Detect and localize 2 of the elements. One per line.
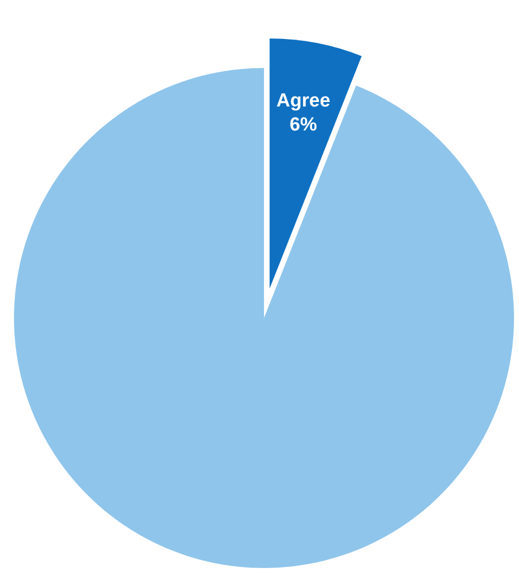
slice-label: Agree [276,90,330,112]
data-label: 6% [290,114,318,136]
